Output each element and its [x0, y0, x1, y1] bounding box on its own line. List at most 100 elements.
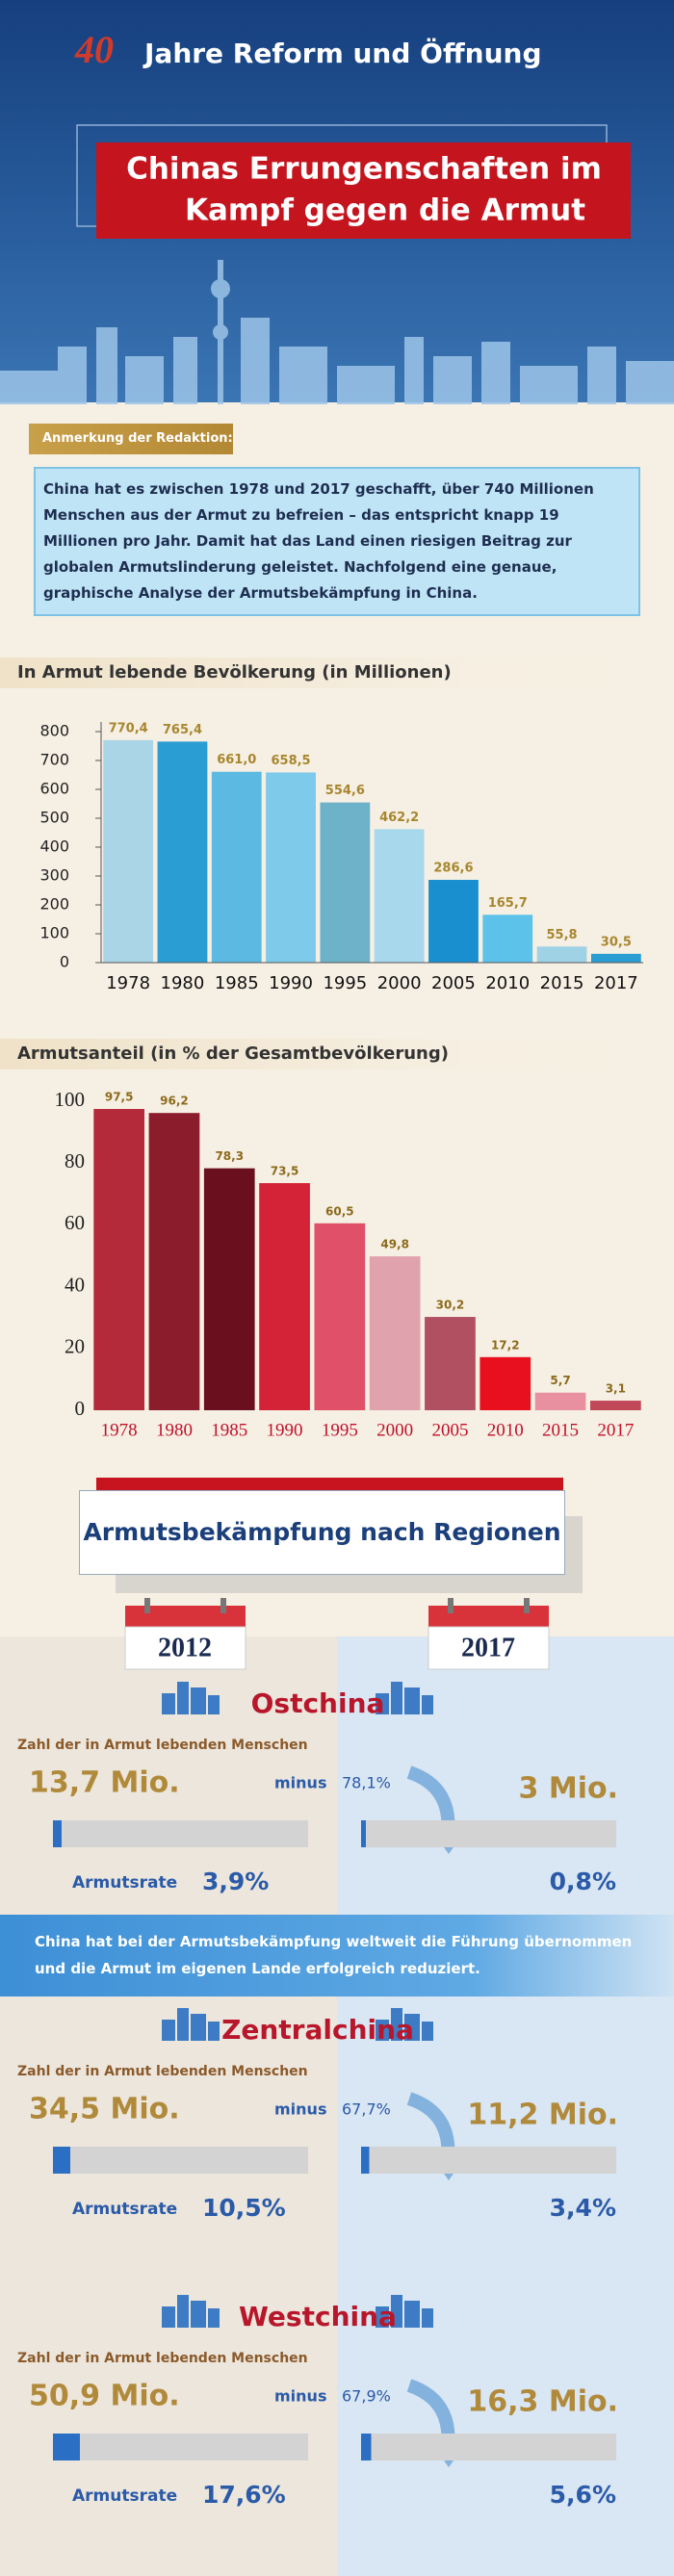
regions-title: Armutsbekämpfung nach Regionen [79, 1490, 565, 1575]
building [162, 2306, 175, 2328]
bar-track [53, 2434, 308, 2460]
bar [320, 802, 371, 963]
bar [480, 1356, 531, 1410]
bar [203, 1168, 255, 1410]
bar [148, 1113, 200, 1410]
building [422, 2308, 433, 2328]
value-label: 462,2 [379, 811, 419, 825]
x-tick-label: 2010 [485, 973, 530, 993]
logo: 40 [74, 28, 114, 71]
building [177, 1682, 189, 1714]
value-label: 770,4 [109, 721, 148, 735]
building [177, 2295, 189, 2328]
rate-2017: 0,8% [550, 1868, 616, 1895]
panel-2012 [0, 1636, 337, 2576]
rate-label: Armutsrate [72, 2200, 177, 2219]
value-label: 78,3 [215, 1149, 244, 1163]
bar [428, 880, 479, 963]
building [404, 1687, 420, 1714]
bar-fill [53, 1820, 62, 1847]
value-label: 5,7 [550, 1374, 570, 1387]
calendar: 2017 [428, 1598, 550, 1670]
building-icon [162, 2008, 220, 2041]
rate-label: Armutsrate [72, 2486, 177, 2506]
people-2012: 34,5 Mio. [29, 2093, 180, 2126]
building [208, 2308, 220, 2328]
building [191, 2301, 206, 2328]
bar-fill [361, 2434, 372, 2460]
building-icon [162, 1682, 220, 1714]
building [208, 1695, 220, 1714]
people-label: Zahl der in Armut lebenden Menschen [17, 1738, 308, 1753]
header-title: Jahre Reform und Öffnung [143, 37, 541, 69]
x-tick-label: 2000 [377, 973, 422, 993]
building [177, 2008, 189, 2041]
header-art: 40 Jahre Reform und Öffnung Chinas Errun… [0, 28, 674, 404]
skyline [0, 260, 674, 404]
chart-title: Armutsanteil (in % der Gesamtbevölkerung… [0, 1039, 674, 1069]
note-tag: Anmerkung der Redaktion: [29, 424, 233, 454]
y-tick-label: 60 [65, 1211, 85, 1234]
building [391, 2008, 402, 2041]
value-label: 165,7 [488, 896, 528, 911]
minus: minus [274, 2100, 326, 2119]
y-tick-label: 20 [65, 1335, 85, 1358]
chart: 0 20 40 60 80 100 97,5 1978 96,2 1980 78,3 1985 73,5… [55, 1088, 641, 1440]
region-name: Ostchina [251, 1687, 385, 1719]
y-tick-label: 200 [39, 895, 69, 914]
year: 2012 [158, 1633, 212, 1662]
bar-fill [361, 2147, 370, 2174]
value-label: 765,4 [163, 723, 202, 737]
panel-2017 [337, 1636, 674, 2576]
building-icon [162, 2295, 220, 2328]
bar [157, 741, 208, 963]
x-tick-label: 1990 [267, 1420, 303, 1440]
change: 67,7% [342, 2100, 391, 2119]
value-label: 30,5 [601, 935, 632, 949]
bar [534, 1392, 586, 1410]
x-tick-label: 2010 [487, 1420, 524, 1440]
y-tick-label: 0 [60, 953, 69, 971]
y-tick-label: 700 [39, 751, 69, 769]
bar-track [361, 2434, 616, 2460]
bar [536, 946, 587, 963]
value-label: 661,0 [217, 753, 256, 767]
x-tick-label: 2017 [597, 1420, 634, 1440]
value-label: 49,8 [380, 1238, 409, 1251]
bar-track [53, 2147, 308, 2174]
bar [266, 772, 316, 963]
people-2017: 16,3 Mio. [467, 2385, 618, 2419]
x-tick-label: 1980 [161, 973, 205, 993]
people-label: Zahl der in Armut lebenden Menschen [17, 2351, 308, 2366]
region-name: Westchina [239, 2301, 397, 2332]
change: 78,1% [342, 1774, 391, 1792]
chart: 0 100 200 300 400 500 600 700 800 770,4 1978 765,4 1… [39, 721, 643, 993]
chart-title: In Armut lebende Bevölkerung (in Million… [0, 657, 674, 688]
value-label: 55,8 [547, 928, 578, 942]
bar-track [361, 2147, 616, 2174]
building-icon [376, 2008, 433, 2041]
x-tick-label: 2000 [376, 1420, 413, 1440]
building [422, 2022, 433, 2041]
x-tick-label: 1978 [106, 973, 150, 993]
x-tick-label: 1995 [322, 1420, 358, 1440]
value-label: 17,2 [491, 1338, 520, 1352]
headline: Kampf gegen die Armut [185, 193, 585, 228]
y-tick-label: 600 [39, 780, 69, 798]
x-tick-label: 2015 [540, 973, 584, 993]
rate-2017: 3,4% [550, 2194, 616, 2222]
y-tick-label: 80 [65, 1149, 85, 1172]
x-tick-label: 1980 [156, 1420, 193, 1440]
building [208, 2022, 220, 2041]
y-tick-label: 400 [39, 837, 69, 856]
region: Ostchina Zahl der in Armut lebenden Mensc… [17, 1682, 618, 1895]
people-label: Zahl der in Armut lebenden Menschen [17, 2064, 308, 2079]
y-tick-label: 300 [39, 866, 69, 885]
bar [590, 953, 641, 963]
rate-label: Armutsrate [72, 1873, 177, 1893]
people-2017: 11,2 Mio. [467, 2099, 618, 2132]
x-tick-label: 1985 [211, 1420, 247, 1440]
people-2012: 50,9 Mio. [29, 2380, 180, 2413]
minus: minus [274, 1774, 326, 1792]
minus: minus [274, 2387, 326, 2406]
